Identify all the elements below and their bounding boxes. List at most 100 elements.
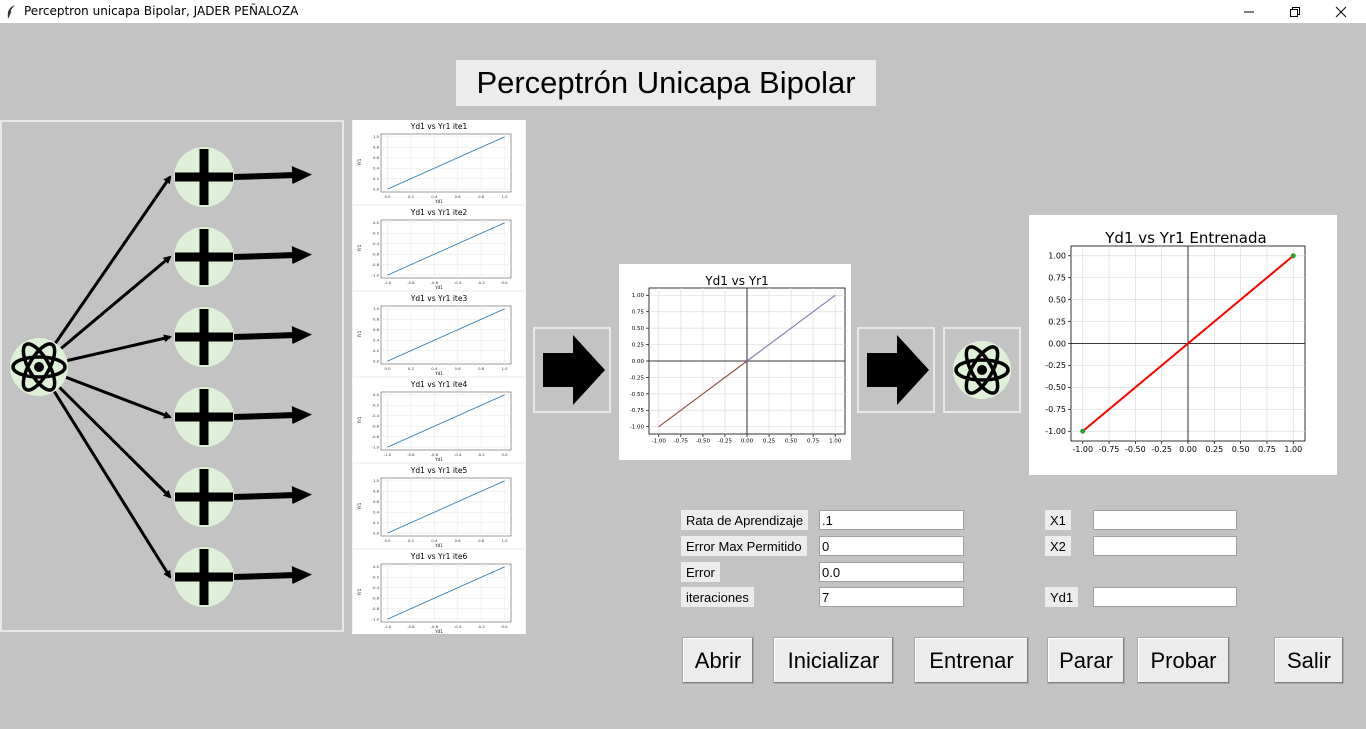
series-line: [658, 360, 748, 428]
y-tick-label: 1.00: [632, 293, 645, 299]
thumbnail-x-tick: -0.2: [477, 452, 485, 457]
thumbnail-x-tick: 0.4: [431, 366, 438, 371]
thumbnail-y-tick: -0.8: [372, 434, 380, 439]
iteration-thumbnails: Yd1 vs Yr1 ite1 Yd1 Yr1 0.0 0.2 0.4 0.6 0.8 1.0 0…: [352, 120, 526, 634]
plus-icon: [174, 547, 234, 607]
close-button[interactable]: [1318, 0, 1364, 23]
y-tick-label: -0.25: [630, 375, 645, 381]
thumbnail-xlabel: Yd1: [434, 199, 443, 204]
thumbnail-title: Yd1 vs Yr1 ite2: [410, 208, 468, 217]
network-diagram: [0, 120, 344, 632]
thumbnail-y-tick: -0.6: [372, 424, 380, 429]
thumbnail-x-tick: -0.8: [407, 452, 415, 457]
y-tick-label: 0.75: [632, 310, 645, 316]
abrir-button[interactable]: Abrir: [682, 637, 754, 684]
x-tick-label: 0.25: [763, 439, 776, 445]
parar-button[interactable]: Parar: [1047, 637, 1125, 684]
y-tick-label: -0.50: [1045, 383, 1066, 392]
thumbnail-y-tick: -0.4: [372, 241, 380, 246]
x-tick-label: 0.00: [1179, 445, 1197, 454]
thumbnail-x-tick: -0.4: [454, 280, 462, 285]
y-tick-label: -1.00: [1045, 427, 1066, 436]
arrow-box-2: [857, 327, 935, 413]
thumbnail-y-tick: 0.6: [373, 499, 380, 504]
chart-yd1-vs-yr1: Yd1 vs Yr1 -1.00 -0.75 -0.50 -0.25 0.00 0.25 0…: [619, 264, 851, 460]
thumbnail-title: Yd1 vs Yr1 ite4: [410, 380, 468, 389]
x-tick-label: 1.00: [829, 439, 842, 445]
probar-button[interactable]: Probar: [1137, 637, 1230, 684]
minimize-icon: [1244, 11, 1254, 12]
thumbnail-series-line: [387, 394, 505, 448]
thumbnail-series-line: [387, 566, 505, 620]
x-tick-label: -1.00: [1072, 445, 1093, 454]
minimize-button[interactable]: [1226, 0, 1272, 23]
y-tick-label: 0.50: [632, 326, 645, 332]
thumbnail-x-tick: -0.6: [431, 624, 439, 629]
y-tick-label: -0.75: [630, 408, 645, 414]
output-arrow: [233, 166, 312, 185]
thumbnail-ylabel: Yr1: [357, 158, 362, 166]
y-tick-label: 0.00: [1048, 339, 1066, 348]
thumbnail-y-tick: 0.6: [373, 155, 380, 160]
thumbnail-series-line: [387, 480, 505, 534]
x2-input[interactable]: [1093, 536, 1237, 556]
plus-icon: [174, 307, 234, 367]
thumbnail-y-tick: 0.0: [373, 358, 380, 363]
y-tick-label: -0.75: [1045, 405, 1066, 414]
thumbnail-y-tick: -1.0: [372, 272, 380, 277]
y-tick-label: 0.00: [632, 359, 645, 365]
thumbnail-y-tick: -0.2: [372, 403, 380, 408]
arrow-right-icon: [543, 335, 605, 405]
x1-input[interactable]: [1093, 510, 1237, 530]
thumbnail-x-tick: -0.8: [407, 624, 415, 629]
y-tick-label: 0.50: [1048, 295, 1066, 304]
salir-button[interactable]: Salir: [1274, 637, 1344, 684]
rata-input[interactable]: [819, 510, 964, 530]
input-connection: [37, 365, 172, 499]
error-max-input[interactable]: [819, 536, 964, 556]
inicializar-button[interactable]: Inicializar: [773, 637, 894, 684]
thumbnail-x-tick: -0.4: [454, 624, 462, 629]
x-tick-label: -0.50: [1125, 445, 1146, 454]
thumbnail-x-tick: -0.6: [431, 280, 439, 285]
thumbnail-ite5: Yd1 vs Yr1 ite5 Yd1 Yr1 0.0 0.2 0.4 0.6 0.8 1.0 0…: [353, 464, 525, 548]
thumbnail-y-tick: -0.2: [372, 575, 380, 580]
thumbnail-x-tick: 0.0: [384, 538, 391, 543]
input-connection: [37, 175, 172, 368]
thumbnail-x-tick: 0.4: [431, 194, 438, 199]
plus-icon: [174, 387, 234, 447]
thumbnail-y-tick: -0.4: [372, 585, 380, 590]
thumbnail-xlabel: Yd1: [434, 629, 443, 634]
thumbnail-x-tick: -1.0: [384, 452, 392, 457]
thumbnail-y-tick: 1.0: [373, 306, 380, 311]
x2-label: X2: [1045, 536, 1071, 556]
thumbnail-y-tick: -0.4: [372, 413, 380, 418]
x-tick-label: -1.00: [652, 439, 667, 445]
thumbnail-x-tick: -1.0: [384, 280, 392, 285]
thumbnail-xlabel: Yd1: [434, 285, 443, 290]
x-tick-label: -0.50: [696, 439, 711, 445]
thumbnail-ylabel: Yr1: [357, 330, 362, 338]
yd1-input[interactable]: [1093, 587, 1237, 607]
entrenar-button[interactable]: Entrenar: [914, 637, 1029, 684]
thumbnail-y-tick: 0.4: [373, 166, 380, 171]
thumbnail-ylabel: Yr1: [357, 502, 362, 510]
thumbnail-y-tick: 0.6: [373, 327, 380, 332]
atom-icon: [953, 341, 1011, 399]
maximize-button[interactable]: [1272, 0, 1318, 23]
input-connection: [37, 366, 172, 579]
thumbnail-y-tick: 1.0: [373, 134, 380, 139]
x-tick-label: 0.50: [785, 439, 798, 445]
y-tick-label: -1.00: [630, 425, 645, 431]
thumbnail-x-tick: 0.8: [478, 366, 485, 371]
thumbnail-x-tick: 1.0: [501, 538, 508, 543]
thumbnail-y-tick: 0.0: [373, 186, 380, 191]
thumbnail-title: Yd1 vs Yr1 ite3: [410, 294, 468, 303]
error-input[interactable]: [819, 562, 964, 582]
thumbnail-y-tick: 0.4: [373, 338, 380, 343]
output-arrow: [233, 486, 312, 505]
thumbnail-title: Yd1 vs Yr1 ite5: [410, 466, 468, 475]
iteraciones-label: iteraciones: [681, 587, 754, 607]
thumbnail-ylabel: Yr1: [357, 244, 362, 252]
iteraciones-input[interactable]: [819, 587, 964, 607]
